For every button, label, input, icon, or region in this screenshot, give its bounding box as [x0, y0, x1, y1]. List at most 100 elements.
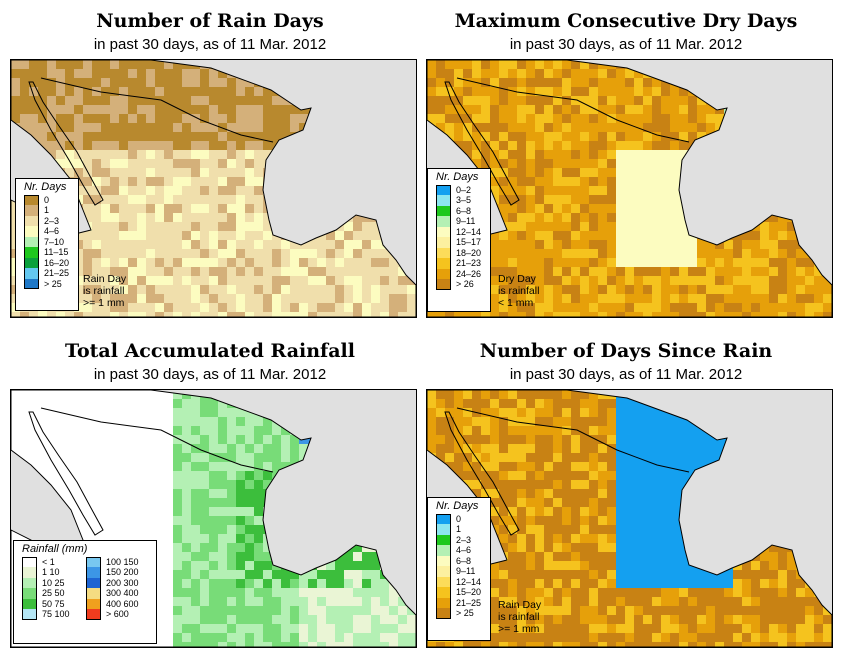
- legend-item: 9–11: [428, 216, 490, 227]
- legend-swatch: [436, 545, 451, 556]
- legend-item: 0: [16, 194, 78, 205]
- legend-swatch: [24, 236, 39, 247]
- coastline-baja: [28, 81, 104, 206]
- legend-item: 11–15: [16, 247, 78, 258]
- legend-swatch: [22, 556, 37, 567]
- legend-rows: 0 1 2–3 4–6 7–10 11–15 16–20 21–25 > 25: [16, 194, 78, 289]
- legend-swatch: [436, 184, 451, 195]
- legend-label: 150 200: [106, 567, 139, 577]
- coastline-baja: [444, 411, 520, 536]
- legend-label: 2–3: [44, 215, 60, 226]
- legend-swatch: [436, 268, 451, 279]
- legend-item: 4–6: [428, 545, 490, 556]
- legend-label: 100 150: [106, 556, 139, 567]
- legend-label: 11–15: [44, 247, 69, 257]
- legend-item: 15–20: [428, 587, 490, 598]
- legend-item: 25 50: [22, 588, 82, 599]
- legend-item: 21–23: [428, 258, 490, 269]
- legend-swatch: [22, 588, 37, 599]
- panel-subtitle: in past 30 days, as of 11 Mar. 2012: [93, 36, 327, 53]
- panel-subtitle: in past 30 days, as of 11 Mar. 2012: [509, 366, 743, 383]
- legend-swatch: [24, 278, 39, 289]
- legend-label: 18–20: [456, 247, 482, 258]
- legend-label: > 26: [456, 279, 474, 289]
- legend-label: 21–23: [456, 258, 482, 268]
- legend-label: 3–5: [456, 195, 472, 205]
- legend-label: 9–11: [456, 216, 476, 226]
- legend-item: 400 600: [86, 598, 148, 609]
- legend-item: > 26: [428, 279, 490, 290]
- legend-label: > 25: [456, 608, 474, 618]
- legend-swatch: [24, 247, 39, 258]
- legend-label: 1: [456, 524, 462, 534]
- legend-days-since-rain: Nr. Days 0 1 2–3 4–6 6–8 9–11 12–14 15–20 21–25 >…: [427, 497, 491, 641]
- note-line: Rain Day: [498, 599, 542, 611]
- legend-label: 75 100: [42, 609, 70, 619]
- legend-item: 24–26: [428, 268, 490, 279]
- legend-swatch: [436, 513, 451, 524]
- note-line: is rainfall: [83, 285, 125, 297]
- legend-label: 2–3: [456, 534, 472, 545]
- legend-label: < 1: [42, 556, 55, 567]
- legend-swatch: [22, 567, 37, 578]
- legend-label: 4–6: [456, 545, 472, 555]
- note-line: >= 1 mm: [83, 297, 125, 309]
- panel-title: Number of Days Since Rain: [479, 340, 773, 362]
- us-mexico-border: [40, 407, 274, 473]
- legend-label: 0: [44, 194, 50, 205]
- legend-swatch: [86, 609, 101, 620]
- coastline-baja: [444, 81, 520, 206]
- legend-item: < 1: [22, 556, 82, 567]
- rain-day-note: Rain Day is rainfall >= 1 mm: [498, 599, 541, 635]
- legend-label: 21–25: [456, 597, 482, 608]
- panel-total-rainfall: Total Accumulated Rainfall in past 30 da…: [0, 330, 420, 650]
- legend-rows: 0–2 3–5 6–8 9–11 12–14 15–17 18–20 21–23 24–26 > …: [428, 184, 490, 290]
- legend-title: Rainfall (mm): [22, 543, 88, 555]
- legend-swatch: [86, 567, 101, 578]
- legend-item: > 25: [428, 608, 490, 619]
- legend-item: 2–3: [428, 534, 490, 545]
- note-line: Dry Day: [498, 273, 536, 285]
- legend-item: > 25: [16, 278, 78, 289]
- note-line: Rain Day: [83, 273, 127, 285]
- note-line: is rainfall: [498, 285, 540, 297]
- legend-swatch: [436, 576, 451, 587]
- legend-item: 6–8: [428, 205, 490, 216]
- dry-day-note: Dry Day is rainfall < 1 mm: [498, 273, 539, 309]
- legend-swatch: [436, 195, 451, 206]
- legend-swatch: [436, 587, 451, 598]
- legend-swatch: [24, 268, 39, 279]
- us-mexico-border: [456, 407, 690, 473]
- legend-label: 6–8: [456, 205, 472, 216]
- legend-title: Nr. Days: [436, 171, 479, 183]
- legend-swatch: [436, 534, 451, 545]
- map-max-dry-days: [426, 59, 833, 318]
- legend-swatch: [86, 598, 101, 609]
- legend-item: 12–14: [428, 226, 490, 237]
- legend-label: 4–6: [44, 226, 60, 236]
- legend-swatch: [436, 205, 451, 216]
- legend-swatch: [436, 226, 451, 237]
- legend-label: 1 10: [42, 567, 60, 577]
- legend-swatch: [86, 588, 101, 599]
- legend-item: 1: [428, 524, 490, 535]
- legend-swatch: [24, 215, 39, 226]
- legend-item: 6–8: [428, 555, 490, 566]
- legend-label: 0: [456, 513, 462, 524]
- legend-item: 4–6: [16, 226, 78, 237]
- legend-item: 1 10: [22, 567, 82, 578]
- legend-rows: 0 1 2–3 4–6 6–8 9–11 12–14 15–20 21–25 > 25: [428, 513, 490, 619]
- us-mexico-border: [40, 77, 274, 143]
- coastline-mainland: [427, 60, 832, 317]
- us-mexico-border: [456, 77, 690, 143]
- panel-title: Number of Rain Days: [96, 10, 324, 32]
- legend-item: 100 150: [86, 556, 148, 567]
- legend-label: 12–14: [456, 576, 482, 587]
- legend-title: Nr. Days: [436, 500, 479, 512]
- legend-max-dry-days: Nr. Days 0–2 3–5 6–8 9–11 12–14 15–17 18–20 21–…: [427, 168, 491, 312]
- legend-item: 2–3: [16, 215, 78, 226]
- note-line: >= 1 mm: [498, 623, 540, 635]
- legend-item: 75 100: [22, 609, 82, 620]
